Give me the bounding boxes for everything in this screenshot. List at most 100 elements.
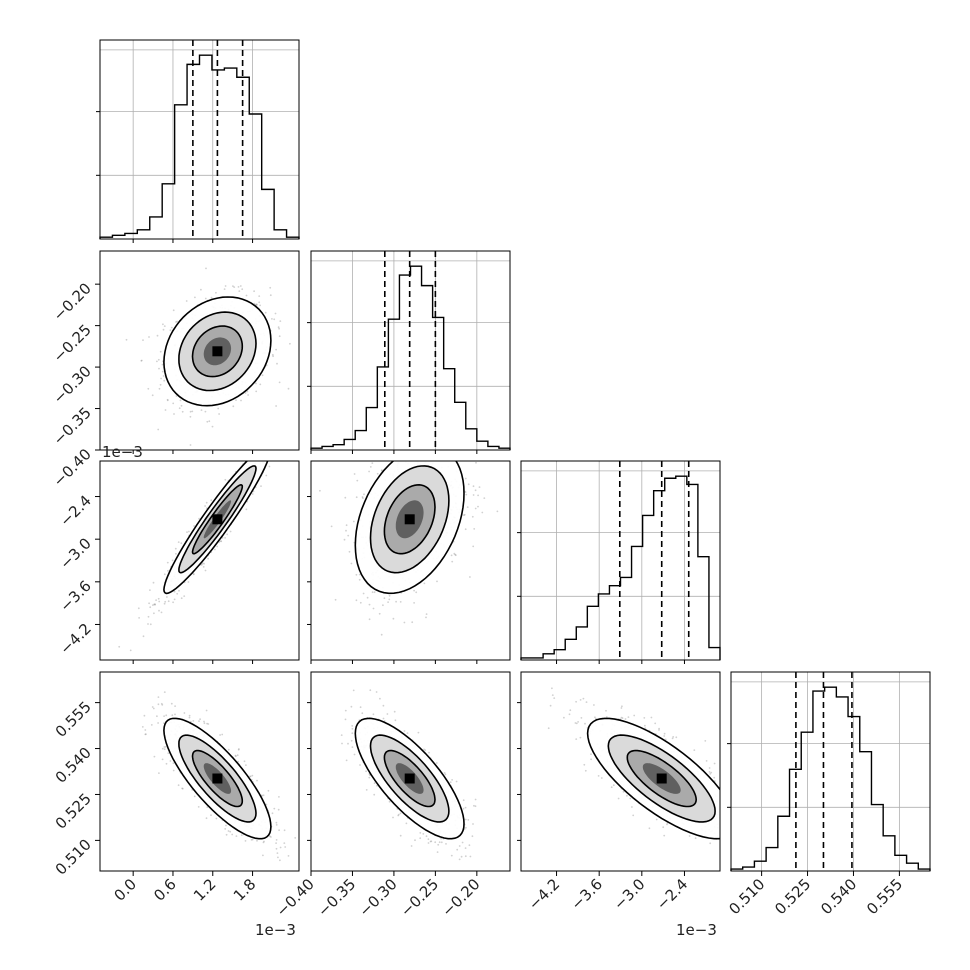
- sample-point: [345, 759, 348, 762]
- sample-point: [428, 751, 430, 754]
- sample-point: [220, 540, 223, 543]
- sample-point: [224, 828, 227, 830]
- sample-point: [239, 285, 242, 287]
- sample-point: [654, 722, 657, 725]
- sample-point: [138, 617, 141, 619]
- sample-point: [612, 784, 615, 787]
- sample-point: [245, 294, 248, 297]
- sample-point: [160, 377, 163, 380]
- sample-point: [621, 717, 624, 719]
- sample-point: [192, 573, 195, 576]
- sample-point: [358, 578, 361, 581]
- sample-point: [419, 837, 422, 840]
- sample-point: [251, 493, 254, 495]
- sample-point: [158, 600, 161, 603]
- sample-point: [456, 848, 459, 851]
- sample-point: [425, 613, 428, 615]
- sample-point: [240, 834, 243, 837]
- sample-point: [454, 553, 457, 556]
- sample-point: [264, 311, 267, 314]
- sample-point: [263, 457, 265, 459]
- sample-point: [157, 696, 160, 698]
- sample-point: [194, 296, 196, 299]
- sample-point: [201, 563, 203, 566]
- sample-point: [350, 705, 353, 708]
- sample-point: [153, 612, 155, 615]
- sample-point: [262, 456, 264, 458]
- sample-point: [283, 891, 285, 893]
- panel-frame: [310, 250, 511, 451]
- sample-point: [475, 461, 477, 464]
- sample-point: [461, 841, 464, 844]
- sample-point: [365, 770, 367, 773]
- sample-point: [266, 451, 268, 453]
- sample-point: [192, 573, 195, 575]
- panel-background: [311, 251, 510, 450]
- sample-point: [197, 806, 200, 808]
- sample-point: [142, 635, 145, 638]
- sample-point: [181, 787, 184, 790]
- sample-point: [382, 717, 385, 720]
- sample-point: [366, 596, 369, 599]
- sample-point: [215, 291, 217, 294]
- sample-point: [383, 597, 386, 600]
- sample-point: [368, 470, 370, 473]
- sample-point: [447, 451, 449, 453]
- sample-point: [164, 746, 167, 748]
- sample-point: [178, 589, 180, 592]
- sample-point: [262, 841, 265, 844]
- sample-point: [468, 844, 471, 847]
- density-layer: [125, 267, 291, 446]
- sample-point: [163, 715, 166, 717]
- sample-point: [663, 735, 666, 737]
- sample-point: [169, 329, 172, 332]
- sample-point: [472, 485, 475, 488]
- sample-point: [467, 483, 470, 486]
- panel-frame: [99, 250, 300, 451]
- sample-point: [438, 452, 440, 454]
- sample-point: [219, 540, 222, 542]
- scatter-panel-3-1: [310, 671, 511, 872]
- sample-point: [453, 552, 456, 555]
- sample-point: [204, 505, 207, 507]
- sample-point: [353, 473, 356, 475]
- sample-point: [224, 537, 227, 539]
- sample-point: [200, 409, 203, 411]
- sample-point: [276, 362, 278, 365]
- sample-point: [278, 796, 280, 798]
- sample-point: [167, 752, 170, 754]
- sample-point: [225, 824, 227, 827]
- sample-point: [624, 718, 627, 720]
- sample-point: [265, 454, 267, 456]
- sample-point: [259, 383, 262, 386]
- sample-point: [140, 359, 143, 362]
- sample-point: [464, 855, 467, 858]
- sample-point: [155, 599, 158, 601]
- sample-point: [727, 865, 729, 867]
- sample-point: [464, 528, 467, 531]
- sample-point: [397, 814, 400, 817]
- sample-point: [181, 410, 184, 413]
- sample-point: [269, 294, 272, 297]
- sample-point: [361, 496, 364, 498]
- sample-point: [211, 425, 214, 428]
- sample-point: [241, 288, 244, 291]
- sample-point: [171, 559, 174, 562]
- sample-point: [373, 793, 376, 796]
- panel-frame: [99, 671, 300, 872]
- sample-point: [246, 390, 249, 393]
- sample-point: [180, 597, 183, 600]
- panel-frame: [99, 460, 300, 661]
- sample-point: [238, 748, 240, 750]
- sample-point: [174, 713, 176, 716]
- sample-point: [278, 327, 280, 330]
- sample-point: [174, 547, 177, 550]
- sample-point: [163, 746, 166, 748]
- sample-point: [243, 760, 246, 763]
- sample-point: [163, 748, 166, 751]
- sample-point: [271, 353, 274, 356]
- sample-point: [583, 763, 586, 766]
- sample-point: [151, 394, 154, 397]
- sample-point: [658, 727, 660, 730]
- sample-point: [189, 415, 192, 418]
